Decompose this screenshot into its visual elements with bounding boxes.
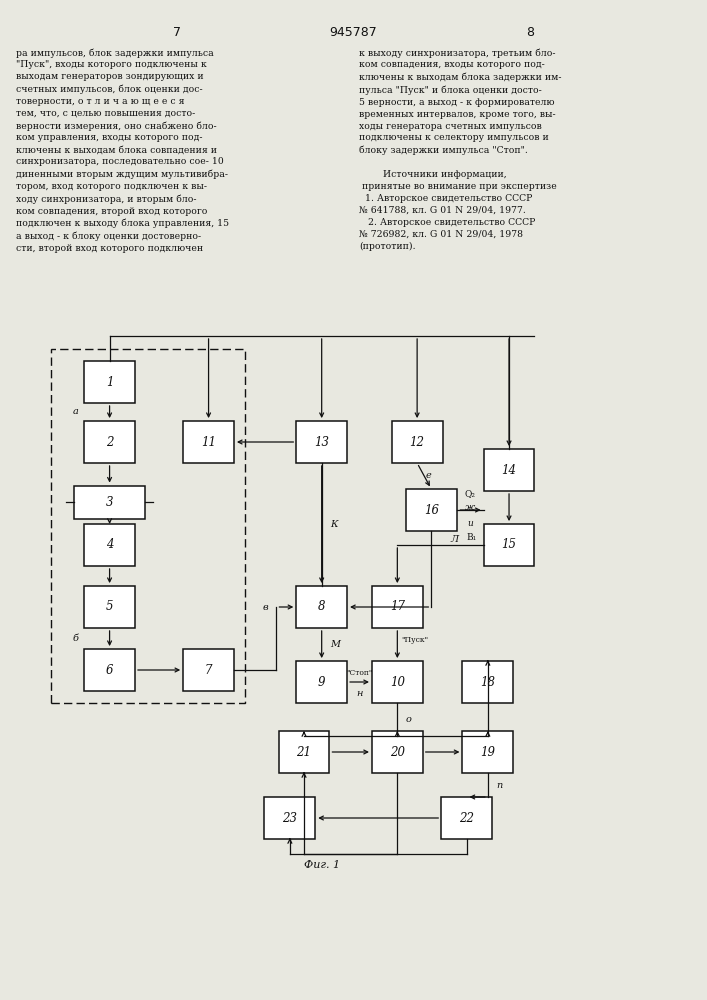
Text: к выходу синхронизатора, третьим бло-
ком совпадения, входы которого под-
ключен: к выходу синхронизатора, третьим бло- ко…	[359, 48, 561, 251]
Bar	[84, 586, 135, 628]
Text: 2: 2	[106, 436, 113, 448]
Text: 8: 8	[526, 26, 534, 39]
Text: 18: 18	[480, 676, 496, 688]
Bar	[406, 489, 457, 531]
Text: 19: 19	[480, 746, 496, 758]
Text: 11: 11	[201, 436, 216, 448]
Text: 9: 9	[318, 676, 325, 688]
Bar	[392, 421, 443, 463]
Bar	[183, 421, 234, 463]
Text: а: а	[73, 407, 78, 416]
Text: 12: 12	[409, 436, 425, 448]
Text: B₁: B₁	[467, 532, 477, 542]
Text: 15: 15	[501, 538, 517, 552]
Text: 17: 17	[390, 600, 405, 613]
Bar	[296, 661, 347, 703]
Text: 10: 10	[390, 676, 405, 688]
Bar	[296, 586, 347, 628]
Text: ж: ж	[465, 502, 475, 512]
Text: 22: 22	[459, 812, 474, 824]
Text: Л: Л	[451, 536, 459, 544]
Bar	[84, 649, 135, 691]
Text: Фиг. 1: Фиг. 1	[303, 860, 340, 870]
Text: 16: 16	[423, 504, 439, 516]
Text: 8: 8	[318, 600, 325, 613]
Text: е: е	[426, 472, 431, 481]
Bar	[183, 649, 234, 691]
Bar	[372, 586, 423, 628]
Bar	[279, 731, 329, 773]
Bar	[296, 421, 347, 463]
Text: ра импульсов, блок задержки импульса
"Пуск", входы которого подключены к
выходам: ра импульсов, блок задержки импульса "Пу…	[16, 48, 228, 253]
Text: в: в	[262, 602, 268, 611]
Text: М: М	[330, 640, 340, 649]
Text: 1: 1	[106, 375, 113, 388]
Text: б: б	[73, 634, 78, 643]
Bar	[84, 421, 135, 463]
Text: 23: 23	[282, 812, 298, 824]
Text: 21: 21	[296, 746, 312, 758]
Bar	[484, 524, 534, 566]
Bar	[264, 797, 315, 839]
Text: н: н	[356, 688, 363, 698]
Text: 7: 7	[205, 664, 212, 676]
Text: "Стоп": "Стоп"	[346, 669, 373, 677]
Text: о: о	[406, 715, 411, 724]
Text: "Пуск": "Пуск"	[401, 636, 428, 644]
Text: п: п	[496, 780, 503, 790]
Bar	[372, 661, 423, 703]
Text: 13: 13	[314, 436, 329, 448]
Bar	[84, 524, 135, 566]
Bar	[462, 661, 513, 703]
Text: Q₂: Q₂	[464, 489, 476, 498]
Text: 6: 6	[106, 664, 113, 676]
Text: 14: 14	[501, 464, 517, 477]
Bar	[441, 797, 492, 839]
Text: 3: 3	[106, 495, 113, 508]
Bar	[84, 361, 135, 403]
Bar	[484, 449, 534, 491]
Text: 4: 4	[106, 538, 113, 552]
Text: К: К	[330, 520, 338, 529]
Text: 7: 7	[173, 26, 181, 39]
Bar	[74, 486, 145, 518]
Text: 5: 5	[106, 600, 113, 613]
Text: 945787: 945787	[329, 26, 378, 39]
Text: 20: 20	[390, 746, 405, 758]
Bar	[372, 731, 423, 773]
Bar	[51, 349, 245, 703]
Bar	[462, 731, 513, 773]
Text: и: и	[467, 518, 473, 528]
